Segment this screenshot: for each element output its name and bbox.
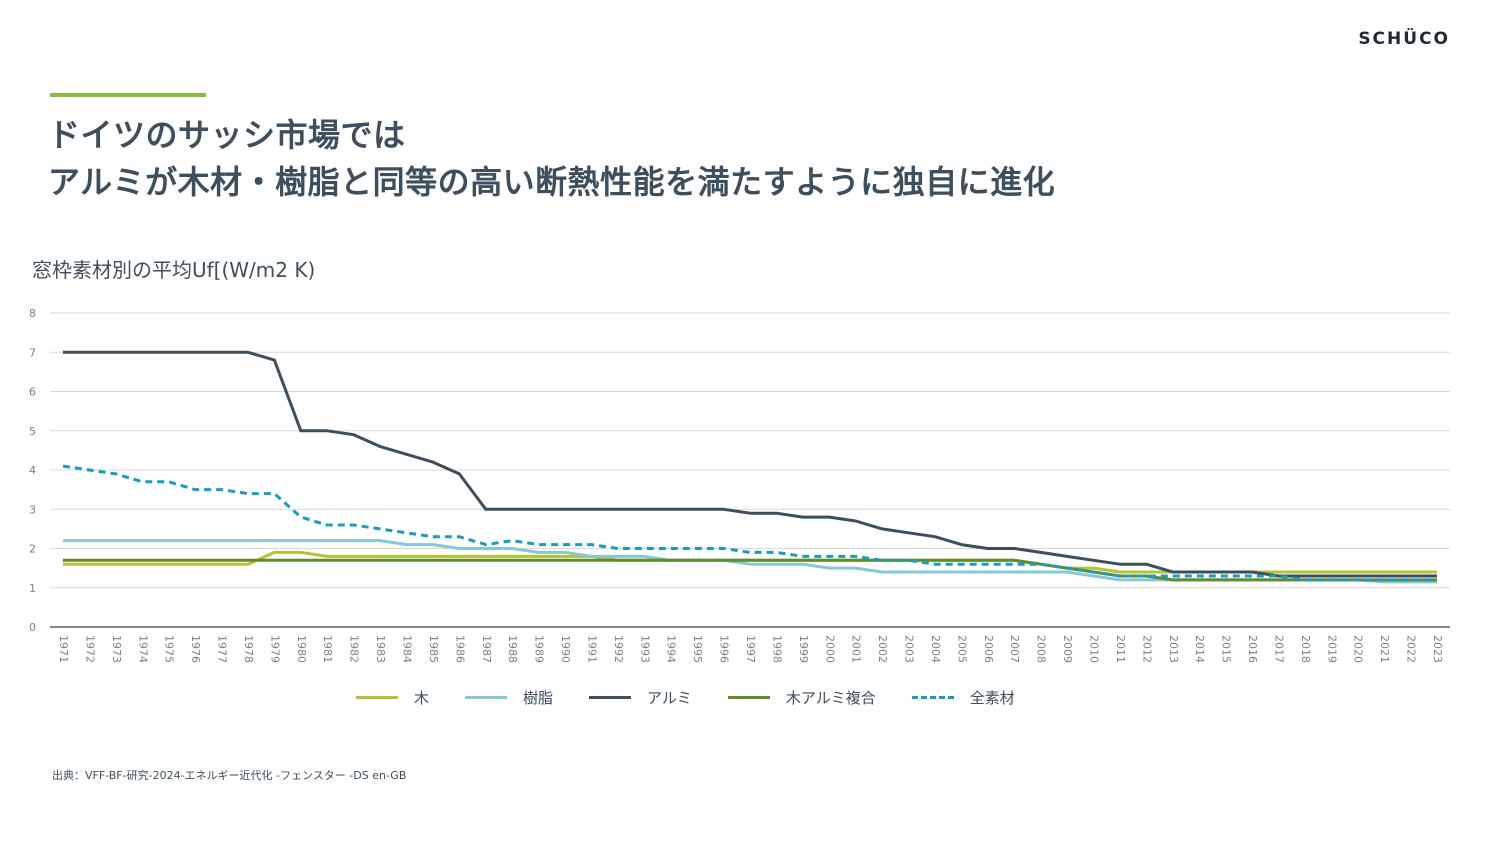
series-line-3 (63, 350, 1437, 578)
x-tick-label: 2001 (850, 635, 863, 663)
x-tick-label: 1987 (480, 635, 493, 663)
x-tick-label: 1977 (216, 635, 229, 663)
x-tick-label: 2003 (903, 635, 916, 663)
x-tick-label: 2014 (1193, 635, 1206, 663)
legend-item: 木 (356, 687, 429, 708)
chart-title: 窓枠素材別の平均Uf[(W/m2 K) (32, 258, 316, 282)
y-tick-label: 2 (29, 543, 36, 556)
chart-legend: 木 樹脂 アルミ 木アルミ複合 全素材 (356, 686, 1051, 708)
x-tick-label: 1992 (612, 635, 625, 663)
source-note: 出典：VFF-BF-研究-2024-エネルギー近代化 -フェンスター -DS e… (52, 769, 407, 782)
x-tick-label: 1973 (110, 635, 123, 663)
x-tick-label: 2011 (1114, 635, 1127, 663)
y-tick-label: 8 (29, 307, 36, 320)
y-tick-label: 0 (29, 621, 36, 634)
x-tick-label: 1982 (348, 635, 361, 663)
x-tick-label: 2010 (1088, 635, 1101, 663)
x-tick-label: 2017 (1272, 635, 1285, 663)
x-tick-label: 1975 (163, 635, 176, 663)
title-line-2: アルミが木材・樹脂と同等の高い断熱性能を満たすように独自に進化 (48, 163, 1056, 201)
x-tick-label: 1997 (744, 635, 757, 663)
legend-swatch (727, 695, 770, 699)
x-tick-label: 2020 (1352, 635, 1365, 663)
legend-label: 全素材 (969, 688, 1015, 707)
x-tick-label: 1993 (638, 635, 651, 663)
x-tick-label: 2002 (876, 635, 889, 663)
x-tick-label: 1983 (374, 635, 387, 663)
legend-swatch (356, 695, 398, 699)
x-tick-label: 2022 (1405, 635, 1418, 663)
legend-item: 樹脂 (465, 687, 553, 708)
x-tick-label: 1994 (665, 635, 678, 663)
x-tick-label: 1971 (57, 635, 70, 663)
y-tick-label: 3 (29, 503, 36, 516)
x-tick-label: 2008 (1035, 635, 1048, 663)
y-tick-label: 6 (29, 386, 36, 399)
y-tick-label: 1 (29, 582, 36, 595)
legend-item: 木アルミ複合 (727, 687, 876, 708)
x-tick-label: 2019 (1325, 635, 1338, 663)
x-tick-label: 1984 (401, 635, 414, 663)
x-tick-label: 1996 (718, 635, 731, 663)
legend-swatch (465, 695, 508, 699)
legend-item: アルミ (589, 687, 692, 708)
x-tick-label: 1980 (295, 635, 308, 663)
x-tick-label: 2006 (982, 635, 995, 663)
x-tick-label: 1978 (242, 635, 255, 663)
legend-label: 木アルミ複合 (785, 688, 876, 707)
x-tick-label: 1998 (770, 635, 783, 663)
series-lines (62, 350, 1437, 584)
legend-swatch (589, 695, 632, 699)
y-tick-label: 5 (29, 425, 36, 438)
x-tick-label: 1979 (268, 635, 281, 663)
x-tick-label: 1995 (691, 635, 704, 663)
x-tick-label: 1985 (427, 635, 440, 663)
x-tick-label: 2016 (1246, 635, 1259, 663)
series-line-4 (63, 558, 1437, 582)
y-tick-label: 4 (29, 464, 36, 477)
x-tick-label: 2009 (1061, 635, 1074, 663)
legend-swatch (911, 695, 954, 699)
x-tick-label: 2005 (955, 635, 968, 663)
y-tick-label: 7 (29, 346, 36, 359)
x-tick-label: 2012 (1140, 635, 1153, 663)
series-line-1 (63, 550, 1437, 574)
x-tick-label: 2000 (823, 635, 836, 663)
x-tick-label: 1976 (189, 635, 202, 663)
page-title: ドイツのサッシ市場では アルミが木材・樹脂と同等の高い断熱性能を満たすように独自… (48, 112, 1055, 206)
title-line-1: ドイツのサッシ市場では (48, 116, 406, 154)
x-tick-label: 2023 (1431, 635, 1444, 663)
legend-label: 木 (414, 688, 430, 707)
x-tick-label: 2004 (929, 635, 942, 663)
grid-lines (50, 312, 1450, 628)
x-tick-label: 2021 (1378, 635, 1391, 663)
x-tick-label: 1989 (533, 635, 546, 663)
y-axis-ticks: 0 1 2 3 4 5 6 7 8 (29, 307, 36, 634)
schuco-logo: SCHÜCO (1358, 29, 1450, 49)
legend-item: 全素材 (911, 687, 1015, 708)
x-tick-label: 1988 (506, 635, 519, 663)
x-tick-label: 2007 (1008, 635, 1021, 663)
x-tick-label: 2018 (1299, 635, 1312, 663)
accent-line (50, 93, 206, 97)
x-tick-label: 1974 (136, 635, 149, 663)
x-tick-label: 1986 (453, 635, 466, 663)
x-tick-label: 1999 (797, 635, 810, 663)
x-tick-label: 2013 (1167, 635, 1180, 663)
x-tick-label: 1972 (83, 635, 96, 663)
legend-label: アルミ (647, 688, 692, 707)
legend-label: 樹脂 (523, 688, 554, 707)
x-tick-label: 1990 (559, 635, 572, 663)
x-tick-label: 1981 (321, 635, 334, 663)
x-tick-label: 1991 (585, 635, 598, 663)
x-tick-label: 2015 (1220, 635, 1233, 663)
x-axis-ticks: 1971 1972 1973 1974 1975 1976 1977 1978 1979 1980… (57, 635, 1444, 663)
